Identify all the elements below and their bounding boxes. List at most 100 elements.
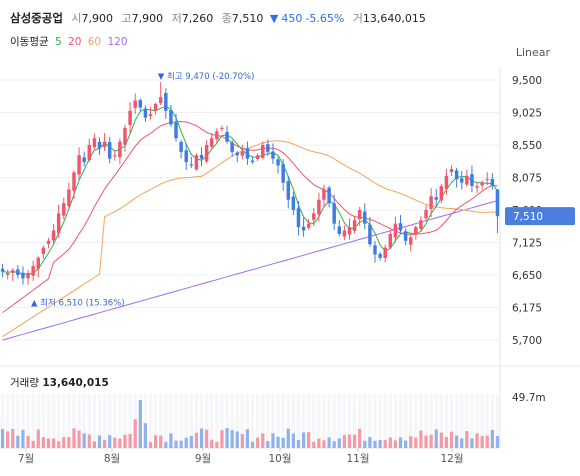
volume-bar [92,441,97,448]
volume-bg [189,394,193,448]
y-tick-label: 8,075 [512,173,542,185]
ma20-line [2,120,498,314]
max-annotation: ▼ 최고 9,470 (-20.70%) [158,71,255,82]
candle-body [179,142,183,152]
volume-bg [363,394,367,448]
candle-body [133,100,137,108]
volume-bg [92,394,97,448]
volume-label: 거 [352,12,363,25]
ma120-legend[interactable]: 120 [107,36,128,48]
volume-bar [67,437,71,448]
stock-header: 삼성중공업 시7,900 고7,900 저7,260 종7,510 ▼ 450 -5… [10,10,426,26]
candle-body [184,150,188,163]
volume-bg [174,394,178,448]
volume-bg [113,394,117,448]
last-price-label: 7,510 [513,211,543,223]
volume-bg [485,394,489,448]
candle-body [291,196,296,210]
volume-bar [128,434,132,448]
candle-body [245,148,250,159]
volume-bg [378,394,382,448]
volume-bar [271,433,275,448]
change-down-icon: ▼ [269,12,279,25]
volume-bar [444,436,449,448]
month-label: 8월 [104,453,120,465]
volume-bg [409,394,413,448]
candle-body [128,110,132,125]
volume-bg [62,394,66,448]
candle-body [138,100,143,108]
candle-body [41,247,46,255]
volume-bg [337,394,341,448]
candle-body [429,196,433,209]
volume-bg [235,394,239,448]
ma20-legend[interactable]: 20 [68,36,82,48]
volume-bar [138,400,142,448]
volume-bg [490,394,494,448]
candle-body [169,110,173,125]
candle-body [26,272,30,279]
candle-body [199,154,204,159]
ma5-legend[interactable]: 5 [54,36,62,48]
volume-bar [123,434,127,448]
candle-body [393,223,398,238]
volume-bar [159,435,163,448]
candle-body [368,224,372,245]
volume-bar [250,441,255,448]
volume-bg [286,394,290,448]
ma60-legend[interactable]: 60 [87,36,102,48]
volume-bg [398,394,403,448]
volume-bar [317,438,321,448]
candle-body [97,141,102,149]
volume-bar [393,440,398,448]
candle-body [220,127,224,129]
volume-bar [36,429,40,448]
candle-body [225,131,229,142]
scale-toggle-button[interactable]: Linear [515,46,550,59]
month-label: 10월 [268,453,291,465]
volume-bar [312,441,316,448]
volume-bar [352,434,357,448]
y-tick-label: 7,125 [512,238,542,250]
volume-bar [164,441,168,448]
candle-body [480,182,484,186]
x-axis: 7월 8월 9월 10월 11월 12월 [18,448,464,465]
candle-body [164,93,168,111]
volume-bg [123,394,127,448]
volume-bar [230,430,234,448]
volume-bar [62,437,66,448]
high-label: 고 [121,12,132,25]
volume-bg [108,394,112,448]
volume-bg [495,394,500,448]
volume-bar [133,419,137,448]
candle-body [347,227,352,235]
candle-body [230,142,234,152]
volume-bar [240,434,244,448]
volume-bar [210,439,214,448]
candle-body [51,230,56,241]
volume-bg [21,394,25,448]
candle-body [357,210,362,219]
candle-body [11,270,15,273]
candle-body [92,138,97,148]
volume-bar [332,441,336,448]
volume-bar [388,437,392,448]
volume-bg [36,394,40,448]
min-annotation: ▲ 최저 6,510 (15.36%) [31,298,125,309]
candle-body [240,151,245,156]
volume-bg [153,394,158,448]
volume-bg [465,394,469,448]
candle-body [398,223,403,231]
volume-bar [77,430,81,448]
volume-bar [276,436,280,448]
month-label: 11월 [346,453,369,465]
candle-body [332,203,336,224]
volume-bar [0,429,5,448]
ma5-line [2,105,498,275]
grid-lines [0,68,580,449]
volume-bg [414,394,418,448]
ma120-line [2,200,498,341]
volume-bar [82,433,86,448]
volume-bar [281,437,285,448]
